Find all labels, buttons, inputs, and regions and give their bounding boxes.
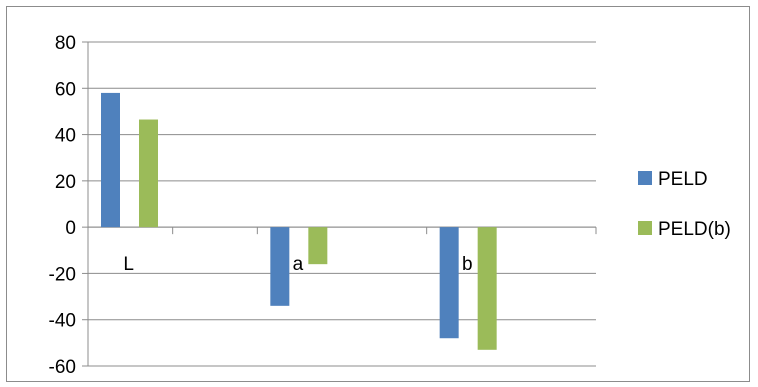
category-label-a: a	[293, 254, 304, 275]
y-tick-label: 0	[65, 218, 76, 239]
y-tick-label: 20	[55, 172, 76, 193]
bar-peld-b	[439, 227, 459, 339]
bar-peld-b--l	[139, 119, 158, 228]
legend-label-peld: PELD	[658, 169, 708, 190]
y-tick-label: 60	[55, 79, 76, 100]
y-tick-label: 80	[55, 33, 76, 54]
y-tick-label: -20	[49, 264, 76, 285]
legend-swatch-peld	[638, 171, 652, 185]
y-axis-tick-labels: 80 60 40 20 0 -20 -40 -60	[49, 33, 76, 378]
bars	[101, 92, 497, 350]
legend-label-peld-b-: PELD(b)	[658, 219, 731, 240]
bar-peld-l	[101, 92, 120, 228]
y-tick-label: -60	[49, 357, 76, 378]
bar-peld-b--a	[308, 227, 328, 265]
bar-peld-a	[270, 227, 290, 306]
bar-peld-b--b	[477, 227, 497, 350]
legend-swatch-peld-b-	[638, 221, 652, 235]
category-label-b: b	[462, 254, 473, 275]
y-tick-label: 40	[55, 126, 76, 147]
category-label-l: L	[123, 254, 134, 275]
legend: PELD PELD(b)	[638, 169, 731, 240]
y-tick-label: -40	[49, 311, 76, 332]
gridlines	[82, 41, 597, 367]
